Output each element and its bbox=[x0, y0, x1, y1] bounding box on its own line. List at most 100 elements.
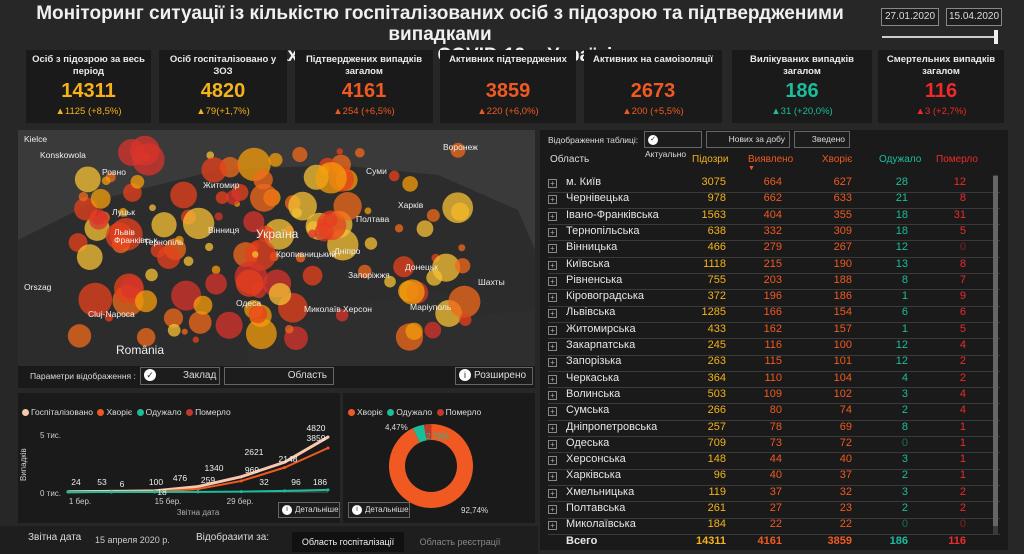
map-bubble[interactable] bbox=[336, 148, 344, 155]
map-bubble[interactable] bbox=[90, 188, 111, 209]
map-bubble[interactable] bbox=[157, 245, 181, 270]
map-bubble[interactable] bbox=[74, 166, 101, 193]
expand-icon[interactable]: + bbox=[548, 521, 557, 531]
option-current[interactable]: ✓Актуально bbox=[644, 131, 702, 159]
pie-slice[interactable] bbox=[389, 424, 473, 508]
map-bubble[interactable] bbox=[295, 253, 306, 263]
map-bubble[interactable] bbox=[394, 224, 404, 233]
table-row[interactable]: + Хмельницька 119 37 32 3 2 bbox=[548, 486, 1000, 502]
table-row[interactable]: + Миколаївська 184 22 22 0 0 bbox=[548, 518, 1000, 534]
map-panel[interactable]: Konskowola Ровно Житомир Воронеж Суми Харків Л… bbox=[18, 130, 535, 366]
table-row[interactable]: + Сумська 266 80 74 2 4 bbox=[548, 404, 1000, 420]
map-bubble[interactable] bbox=[215, 311, 243, 339]
expand-icon[interactable]: + bbox=[548, 244, 557, 254]
expand-icon[interactable]: + bbox=[548, 472, 557, 482]
expand-icon[interactable]: + bbox=[548, 423, 557, 433]
map-bubble[interactable] bbox=[257, 225, 274, 243]
map-bubble[interactable] bbox=[399, 279, 425, 305]
date-range-slider[interactable] bbox=[882, 36, 996, 38]
map-bubble[interactable] bbox=[364, 207, 372, 215]
expand-icon[interactable]: + bbox=[548, 276, 557, 286]
map-bubble[interactable] bbox=[134, 290, 158, 313]
table-row[interactable]: + Волинська 503 109 102 3 4 bbox=[548, 388, 1000, 404]
map-bubble[interactable] bbox=[459, 313, 472, 326]
map-bubble[interactable] bbox=[235, 269, 264, 297]
expand-icon[interactable]: + bbox=[548, 439, 557, 449]
col-header-sick[interactable]: Хворіє bbox=[822, 154, 853, 165]
col-header-region[interactable]: Область bbox=[550, 154, 590, 165]
map-bubble[interactable] bbox=[118, 138, 145, 166]
map-bubble[interactable] bbox=[145, 268, 158, 282]
table-row[interactable]: + Кіровоградська 372 196 186 1 9 bbox=[548, 290, 1000, 306]
table-row[interactable]: + Полтавська 261 27 23 2 2 bbox=[548, 502, 1000, 518]
map-bubble[interactable] bbox=[225, 190, 241, 205]
map-bubble[interactable] bbox=[302, 265, 323, 286]
map-bubble[interactable] bbox=[130, 174, 145, 189]
map-bubble[interactable] bbox=[74, 197, 98, 221]
table-row[interactable]: + Вінницька 466 279 267 12 0 bbox=[548, 241, 1000, 257]
table-row[interactable]: + Черкаська 364 110 104 4 2 bbox=[548, 372, 1000, 388]
table-row[interactable]: + Закарпатська 245 116 100 12 4 bbox=[548, 339, 1000, 355]
expand-icon[interactable]: + bbox=[548, 179, 557, 188]
pie-slice[interactable] bbox=[412, 424, 427, 443]
map-canvas[interactable]: Konskowola Ровно Житомир Воронеж Суми Харків Л… bbox=[18, 130, 535, 366]
expand-button[interactable]: i Розширено bbox=[455, 367, 533, 385]
table-row[interactable]: + Запорізька 263 115 101 12 2 bbox=[548, 355, 1000, 371]
map-bubble[interactable] bbox=[78, 282, 113, 317]
map-bubble[interactable] bbox=[193, 295, 213, 315]
map-bubble[interactable] bbox=[448, 285, 481, 318]
expand-icon[interactable]: + bbox=[548, 293, 557, 303]
option-daily-new[interactable]: Нових за добу bbox=[706, 131, 790, 148]
map-bubble[interactable] bbox=[243, 211, 265, 233]
map-bubble[interactable] bbox=[245, 318, 277, 350]
map-bubble[interactable] bbox=[151, 212, 177, 238]
map-bubble[interactable] bbox=[170, 181, 198, 209]
expand-icon[interactable]: + bbox=[548, 488, 557, 498]
map-bubble[interactable] bbox=[163, 308, 184, 328]
map-bubble[interactable] bbox=[426, 269, 443, 286]
map-bubble[interactable] bbox=[149, 204, 156, 212]
table-row[interactable]: + м. Київ 3075 664 627 28 12 bbox=[548, 176, 1000, 192]
map-bubble[interactable] bbox=[78, 191, 89, 202]
map-bubble[interactable] bbox=[268, 282, 292, 306]
col-header-suspected[interactable]: Підозри bbox=[692, 154, 729, 165]
map-bubble[interactable] bbox=[76, 244, 103, 270]
tab-registration-region[interactable]: Область реєстрації bbox=[419, 537, 501, 547]
col-header-deaths[interactable]: Померло bbox=[936, 154, 978, 165]
expand-icon[interactable]: + bbox=[548, 195, 557, 205]
map-bubble[interactable] bbox=[104, 313, 114, 322]
map-bubble[interactable] bbox=[364, 237, 378, 250]
expand-icon[interactable]: + bbox=[548, 407, 557, 417]
table-row[interactable]: + Одеська 709 73 72 0 1 bbox=[548, 437, 1000, 453]
col-header-recovered[interactable]: Одужало bbox=[879, 154, 922, 165]
map-bubble[interactable] bbox=[136, 328, 156, 347]
map-bubble[interactable] bbox=[175, 235, 184, 245]
map-bubble[interactable] bbox=[393, 256, 415, 278]
map-bubble[interactable] bbox=[215, 191, 229, 205]
table-scrollbar-thumb[interactable] bbox=[993, 176, 998, 526]
date-slider-handle[interactable] bbox=[994, 30, 998, 44]
table-row[interactable]: + Дніпропетровська 257 78 69 8 1 bbox=[548, 421, 1000, 437]
map-bubble[interactable] bbox=[402, 176, 418, 192]
map-bubble[interactable] bbox=[454, 258, 471, 274]
expand-icon[interactable]: + bbox=[548, 260, 557, 270]
col-header-detected[interactable]: Виявлено bbox=[748, 154, 794, 165]
expand-icon[interactable]: + bbox=[548, 358, 557, 368]
expand-icon[interactable]: + bbox=[548, 374, 557, 384]
expand-icon[interactable]: + bbox=[548, 505, 557, 514]
tab-hospitalization-region[interactable]: Область госпіталізації bbox=[292, 532, 404, 552]
date-from-input[interactable]: 27.01.2020 bbox=[881, 8, 939, 26]
map-bubble[interactable] bbox=[250, 183, 278, 212]
map-bubble[interactable] bbox=[292, 147, 308, 163]
expand-icon[interactable]: + bbox=[548, 227, 557, 237]
map-bubble[interactable] bbox=[308, 229, 317, 239]
table-row[interactable]: + Чернівецька 978 662 633 21 8 bbox=[548, 192, 1000, 208]
map-bubble[interactable] bbox=[450, 142, 466, 158]
map-bubble[interactable] bbox=[205, 272, 227, 295]
map-bubble[interactable] bbox=[316, 210, 347, 241]
map-bubble[interactable] bbox=[192, 336, 199, 343]
map-bubble[interactable] bbox=[268, 152, 283, 167]
map-bubble[interactable] bbox=[284, 324, 294, 334]
map-bubble[interactable] bbox=[248, 304, 268, 324]
table-row[interactable]: + Рівненська 755 203 188 8 7 bbox=[548, 274, 1000, 290]
